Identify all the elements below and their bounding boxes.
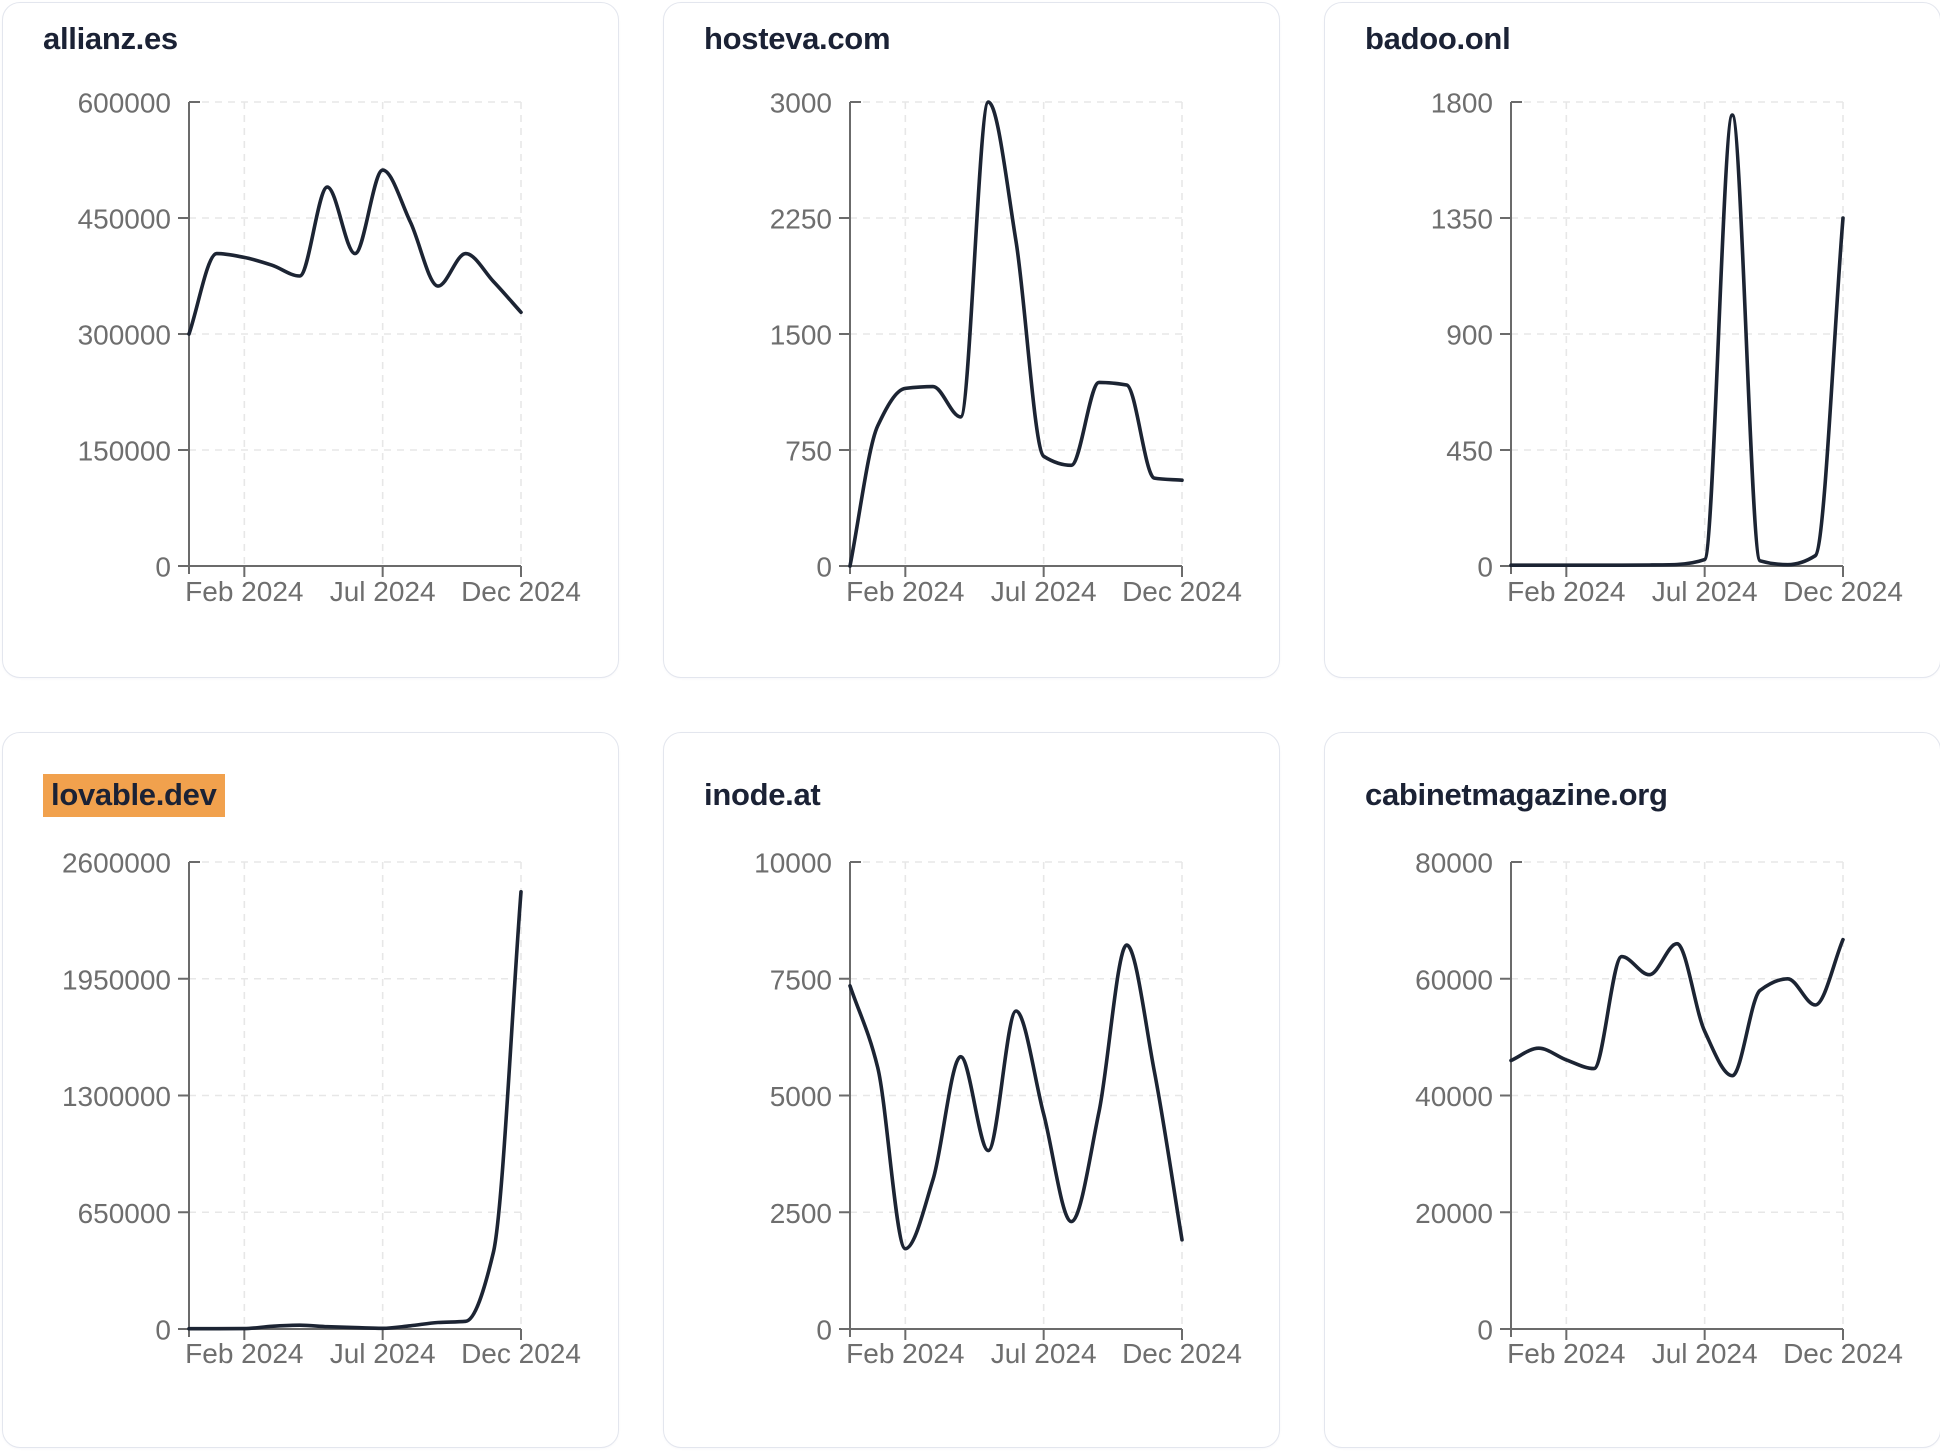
x-tick-label: Jul 2024 [330,1338,436,1369]
y-tick-label: 1950000 [62,964,171,995]
chart-card-lovable-dev: lovable.dev 0 650000 1300000 1950000 2600000… [2,732,619,1448]
domain-name: allianz.es [43,21,178,56]
y-tick-label: 750 [785,436,832,467]
domain-name: hosteva.com [704,21,891,56]
gridlines [1511,861,1844,1329]
x-tick-label: Feb 2024 [1507,1338,1625,1369]
chart-title: badoo.onl [1365,21,1511,57]
y-tick-label: 1300000 [62,1081,171,1112]
y-tick-label: 0 [816,1315,832,1346]
y-tick-label: 650000 [78,1198,171,1229]
x-tick-label: Dec 2024 [1122,1338,1242,1369]
axes: 0 750 1500 2250 3000 Feb 2024 Jul 2024 Dec 2024 [770,88,1242,608]
x-tick-label: Feb 2024 [846,1338,964,1369]
domain-name-highlighted: lovable.dev [43,774,225,817]
y-tick-label: 2500 [770,1198,832,1229]
axes: 0 20000 40000 60000 80000 Feb 2024 Jul 2024 Dec… [1415,848,1903,1370]
chart-title: cabinetmagazine.org [1365,777,1668,813]
y-tick-label: 1800 [1431,88,1493,119]
y-tick-label: 20000 [1415,1198,1493,1229]
x-tick-label: Feb 2024 [185,576,303,607]
traffic-line-chart[interactable]: 0 450 900 1350 1800 Feb 2024 Jul 2024 Dec 2024 [1325,3,1940,678]
y-tick-label: 1500 [770,320,832,351]
x-tick-label: Dec 2024 [461,1338,581,1369]
x-tick-label: Jul 2024 [1652,1338,1758,1369]
traffic-line [187,168,523,336]
gridlines [189,101,522,566]
x-tick-label: Jul 2024 [991,576,1097,607]
traffic-line-chart[interactable]: 0 20000 40000 60000 80000 Feb 2024 Jul 2024 Dec… [1325,733,1940,1448]
chart-card-cabinetmagazine-org: cabinetmagazine.org 0 20000 40000 60000 8000… [1324,732,1940,1448]
chart-title: hosteva.com [704,21,891,57]
y-tick-label: 60000 [1415,964,1493,995]
traffic-line [1509,937,1845,1078]
x-tick-label: Jul 2024 [330,576,436,607]
chart-card-hosteva-com: hosteva.com 0 750 1500 2250 3000 Feb 2024 Jul … [663,2,1280,678]
y-tick-label: 80000 [1415,848,1493,879]
chart-card-allianz-es: allianz.es 0 150000 300000 450000 600000 Feb … [2,2,619,678]
x-tick-label: Dec 2024 [1122,576,1242,607]
traffic-line [848,100,1184,568]
x-tick-label: Dec 2024 [1783,576,1903,607]
y-tick-label: 1350 [1431,204,1493,235]
y-tick-label: 2250 [770,204,832,235]
y-tick-label: 0 [1477,1315,1493,1346]
chart-title: allianz.es [43,21,178,57]
traffic-line-chart[interactable]: 0 2500 5000 7500 10000 Feb 2024 Jul 2024 Dec 20… [664,733,1280,1448]
domain-name: inode.at [704,777,821,812]
gridlines [850,101,1183,566]
traffic-line-chart[interactable]: 0 650000 1300000 1950000 2600000 Feb 2024 Jul … [3,733,619,1448]
y-tick-label: 150000 [78,436,171,467]
gridlines [189,861,522,1329]
traffic-line-chart[interactable]: 0 750 1500 2250 3000 Feb 2024 Jul 2024 Dec 2024 [664,3,1280,678]
y-tick-label: 0 [1477,552,1493,583]
y-tick-label: 5000 [770,1081,832,1112]
chart-title: lovable.dev [43,774,225,817]
domain-name: cabinetmagazine.org [1365,777,1668,812]
y-tick-label: 3000 [770,88,832,119]
x-tick-label: Dec 2024 [461,576,581,607]
y-tick-label: 450 [1446,436,1493,467]
axes: 0 150000 300000 450000 600000 Feb 2024 Jul 202… [78,88,581,608]
traffic-line [187,890,523,1331]
x-tick-label: Feb 2024 [846,576,964,607]
domain-name: badoo.onl [1365,21,1511,56]
y-tick-label: 0 [155,552,171,583]
y-tick-label: 300000 [78,320,171,351]
chart-card-inode-at: inode.at 0 2500 5000 7500 10000 Feb 2024 Jul 2… [663,732,1280,1448]
x-tick-label: Jul 2024 [1652,576,1758,607]
chart-card-badoo-onl: badoo.onl 0 450 900 1350 1800 Feb 2024 Jul 202… [1324,2,1940,678]
y-tick-label: 10000 [754,848,832,879]
y-tick-label: 600000 [78,88,171,119]
traffic-line [848,943,1184,1251]
y-tick-label: 0 [816,552,832,583]
gridlines [850,861,1183,1329]
y-tick-label: 900 [1446,320,1493,351]
traffic-line-chart[interactable]: 0 150000 300000 450000 600000 Feb 2024 Jul 202… [3,3,619,678]
x-tick-label: Feb 2024 [185,1338,303,1369]
x-tick-label: Feb 2024 [1507,576,1625,607]
axes: 0 650000 1300000 1950000 2600000 Feb 2024 Jul … [62,848,581,1370]
traffic-line [1509,113,1845,567]
x-tick-label: Dec 2024 [1783,1338,1903,1369]
y-tick-label: 2600000 [62,848,171,879]
axes: 0 450 900 1350 1800 Feb 2024 Jul 2024 Dec 2024 [1431,88,1903,608]
y-tick-label: 0 [155,1315,171,1346]
chart-title: inode.at [704,777,821,813]
x-tick-label: Jul 2024 [991,1338,1097,1369]
y-tick-label: 40000 [1415,1081,1493,1112]
y-tick-label: 450000 [78,204,171,235]
axes: 0 2500 5000 7500 10000 Feb 2024 Jul 2024 Dec 20… [754,848,1242,1370]
y-tick-label: 7500 [770,964,832,995]
gridlines [1511,101,1844,566]
